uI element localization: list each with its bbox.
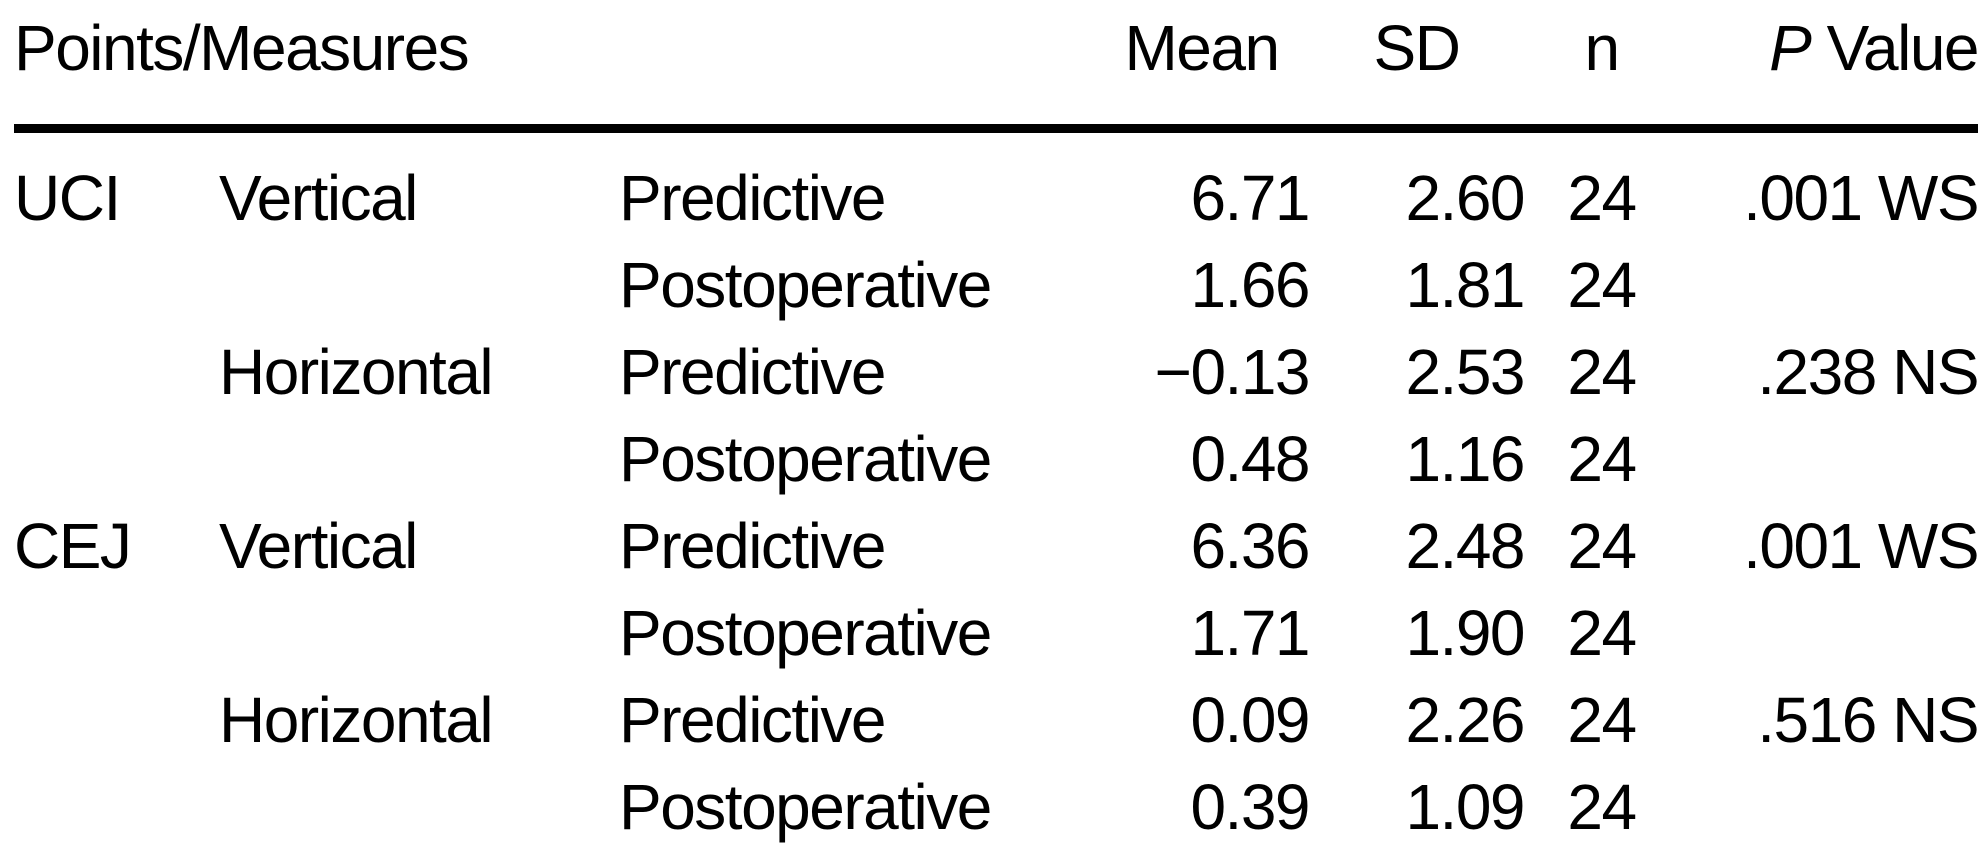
cell-p-value: .516 NS bbox=[1757, 684, 1979, 756]
cell-mean: 6.71 bbox=[1190, 162, 1310, 234]
cell-sd: 1.09 bbox=[1405, 771, 1525, 843]
cell-mean: −0.13 bbox=[1154, 336, 1311, 408]
cell-p-value: .001 WS bbox=[1743, 510, 1979, 582]
cell-sd: 2.26 bbox=[1405, 684, 1525, 756]
header-rule bbox=[14, 124, 1978, 133]
column-header-sd: SD bbox=[1373, 12, 1461, 84]
table-row: UCI Vertical Predictive 6.71 2.60 24 .00… bbox=[14, 155, 1980, 242]
cell-phase: Postoperative bbox=[619, 249, 992, 321]
cell-mean: 6.36 bbox=[1190, 510, 1310, 582]
cell-n: 24 bbox=[1567, 423, 1637, 495]
cell-n: 24 bbox=[1567, 771, 1637, 843]
table-row: Postoperative 1.71 1.90 24 bbox=[14, 590, 1978, 677]
cell-measure: Horizontal bbox=[219, 684, 494, 756]
cell-phase: Postoperative bbox=[619, 771, 992, 843]
column-header-p-value: P Value bbox=[1679, 12, 1980, 84]
cell-n: 24 bbox=[1567, 249, 1637, 321]
cell-n: 24 bbox=[1567, 336, 1637, 408]
cell-measure: Vertical bbox=[219, 510, 418, 582]
cell-phase: Postoperative bbox=[619, 423, 992, 495]
table-row: Postoperative 1.66 1.81 24 bbox=[14, 242, 1978, 329]
cell-phase: Predictive bbox=[619, 510, 887, 582]
cell-p-value: .238 NS bbox=[1757, 336, 1979, 408]
cell-sd: 1.81 bbox=[1405, 249, 1525, 321]
cell-phase: Predictive bbox=[619, 336, 887, 408]
cell-sd: 2.60 bbox=[1405, 162, 1525, 234]
table-row: Horizontal Predictive 0.09 2.26 24 .516 … bbox=[14, 677, 1980, 764]
column-header-n: n bbox=[1584, 12, 1620, 84]
cell-n: 24 bbox=[1567, 597, 1637, 669]
cell-mean: 1.71 bbox=[1190, 597, 1310, 669]
cell-measure: Vertical bbox=[219, 162, 418, 234]
cell-point: CEJ bbox=[14, 510, 132, 582]
table-row: Postoperative 0.48 1.16 24 bbox=[14, 416, 1978, 503]
table-row: Horizontal Predictive −0.13 2.53 24 .238… bbox=[14, 329, 1980, 416]
p-value-italic-p: P bbox=[1769, 12, 1812, 84]
table-header-row: Points/Measures Mean SD n P Value bbox=[14, 12, 1980, 84]
table-row: CEJ Vertical Predictive 6.36 2.48 24 .00… bbox=[14, 503, 1980, 590]
column-header-points-measures: Points/Measures bbox=[14, 12, 470, 84]
table-row: Postoperative 0.39 1.09 24 bbox=[14, 764, 1978, 851]
cell-measure: Horizontal bbox=[219, 336, 494, 408]
cell-sd: 1.16 bbox=[1405, 423, 1525, 495]
cell-phase: Predictive bbox=[619, 684, 887, 756]
cell-p-value: .001 WS bbox=[1743, 162, 1979, 234]
cell-point: UCI bbox=[14, 162, 121, 234]
cell-mean: 0.39 bbox=[1190, 771, 1310, 843]
cell-sd: 2.48 bbox=[1405, 510, 1525, 582]
cell-mean: 1.66 bbox=[1190, 249, 1310, 321]
cell-mean: 0.48 bbox=[1190, 423, 1310, 495]
column-header-mean: Mean bbox=[1124, 12, 1280, 84]
cell-mean: 0.09 bbox=[1190, 684, 1310, 756]
cell-n: 24 bbox=[1567, 510, 1637, 582]
cell-sd: 2.53 bbox=[1405, 336, 1525, 408]
cell-n: 24 bbox=[1567, 162, 1637, 234]
p-value-label-rest: Value bbox=[1810, 12, 1980, 84]
cell-phase: Predictive bbox=[619, 162, 887, 234]
cell-n: 24 bbox=[1567, 684, 1637, 756]
cell-phase: Postoperative bbox=[619, 597, 992, 669]
cell-sd: 1.90 bbox=[1405, 597, 1525, 669]
